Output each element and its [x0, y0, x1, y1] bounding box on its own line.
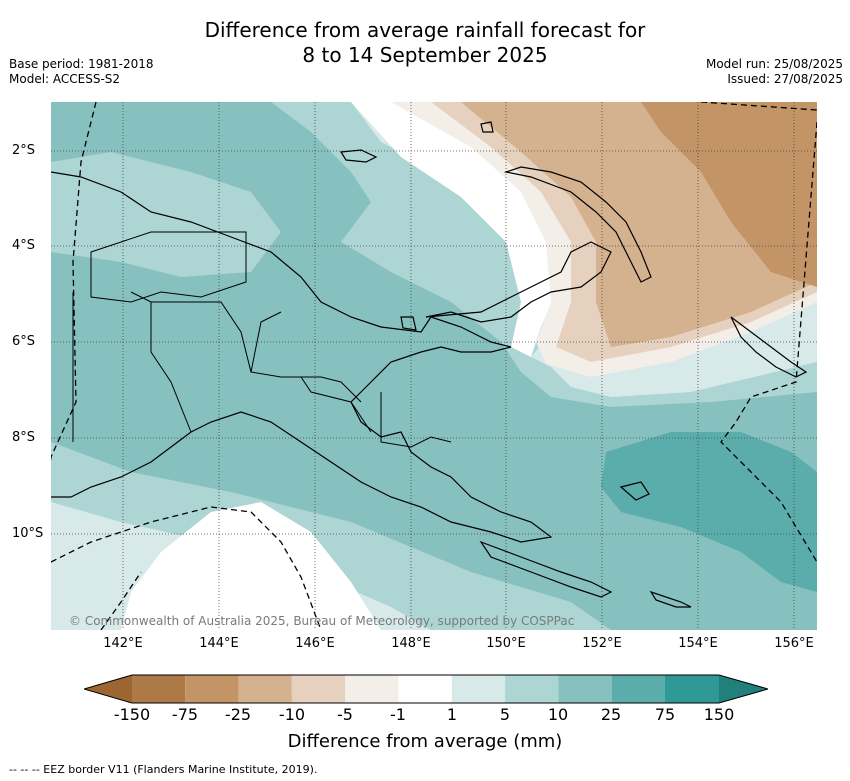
lon-label-154e: 154°E — [678, 636, 718, 651]
colorbar-segment — [451, 675, 506, 703]
lon-label-142e: 142°E — [103, 636, 143, 651]
colorbar-segment — [291, 675, 346, 703]
colorbar-segment — [665, 675, 719, 703]
colorbar-segment-lowest — [84, 675, 132, 703]
lon-label-150e: 150°E — [486, 636, 526, 651]
metadata-right: Model run: 25/08/2025 Issued: 27/08/2025 — [706, 57, 843, 87]
title-line-1: Difference from average rainfall forecas… — [204, 18, 646, 42]
metadata-left: Base period: 1981-2018 Model: ACCESS-S2 — [9, 57, 154, 87]
colorbar-segment — [132, 675, 186, 703]
colorbar-segment — [185, 675, 239, 703]
lon-label-156e: 156°E — [774, 636, 814, 651]
colorbar-segment — [238, 675, 292, 703]
colorbar-ticks: -150 -75 -25 -10 -5 -1 1 5 10 25 75 150 — [0, 705, 850, 725]
colorbar-segment — [558, 675, 612, 703]
band-25-to-75 — [601, 432, 817, 592]
map-svg — [51, 102, 817, 630]
colorbar — [84, 674, 768, 704]
colorbar-tick: 5 — [499, 705, 511, 724]
lon-label-148e: 148°E — [391, 636, 431, 651]
eez-borders — [51, 102, 817, 630]
copyright-text: © Commonwealth of Australia 2025, Bureau… — [69, 614, 575, 628]
eez-legend-note: -- -- -- EEZ border V11 (Flanders Marine… — [9, 763, 318, 776]
model-run-text: Model run: 25/08/2025 — [705, 57, 843, 71]
colorbar-tick: -5 — [337, 705, 353, 724]
lat-label-8s: 8°S — [12, 430, 36, 445]
colorbar-tick: -25 — [224, 705, 252, 724]
colorbar-segment — [505, 675, 559, 703]
colorbar-tick: -10 — [278, 705, 306, 724]
lat-label-6s: 6°S — [12, 334, 36, 349]
colorbar-tick: -1 — [390, 705, 406, 724]
colorbar-tick: 150 — [703, 705, 735, 724]
colorbar-segment — [398, 675, 452, 703]
chart-title: Difference from average rainfall forecas… — [0, 18, 850, 68]
provincial-borders — [72, 231, 452, 448]
colorbar-tick: 25 — [600, 705, 622, 724]
colorbar-tick: -150 — [113, 705, 151, 724]
colorbar-segment — [345, 675, 399, 703]
lat-label-2s: 2°S — [12, 143, 36, 158]
colorbar-outline — [84, 674, 768, 704]
colorbar-tick: 75 — [654, 705, 676, 724]
lon-label-152e: 152°E — [582, 636, 622, 651]
colorbar-segment — [611, 675, 665, 703]
coastlines — [51, 121, 808, 608]
issued-text: Issued: 27/08/2025 — [727, 72, 843, 86]
graticule — [51, 102, 817, 630]
base-period-text: Base period: 1981-2018 — [9, 57, 154, 71]
model-text: Model: ACCESS-S2 — [9, 72, 121, 86]
title-line-2: 8 to 14 September 2025 — [302, 43, 548, 67]
lat-label-10s: 10°S — [12, 526, 44, 541]
colorbar-tick: 10 — [547, 705, 569, 724]
lon-label-144e: 144°E — [199, 636, 239, 651]
lon-label-146e: 146°E — [295, 636, 335, 651]
colorbar-tick: 1 — [446, 705, 458, 724]
colorbar-segment-highest — [719, 675, 768, 703]
band-minus25-to-minus75 — [641, 102, 817, 287]
colorbar-label: Difference from average (mm) — [287, 731, 563, 752]
lat-label-4s: 4°S — [12, 238, 36, 253]
colorbar-tick: -75 — [171, 705, 199, 724]
rainfall-map — [51, 102, 817, 630]
